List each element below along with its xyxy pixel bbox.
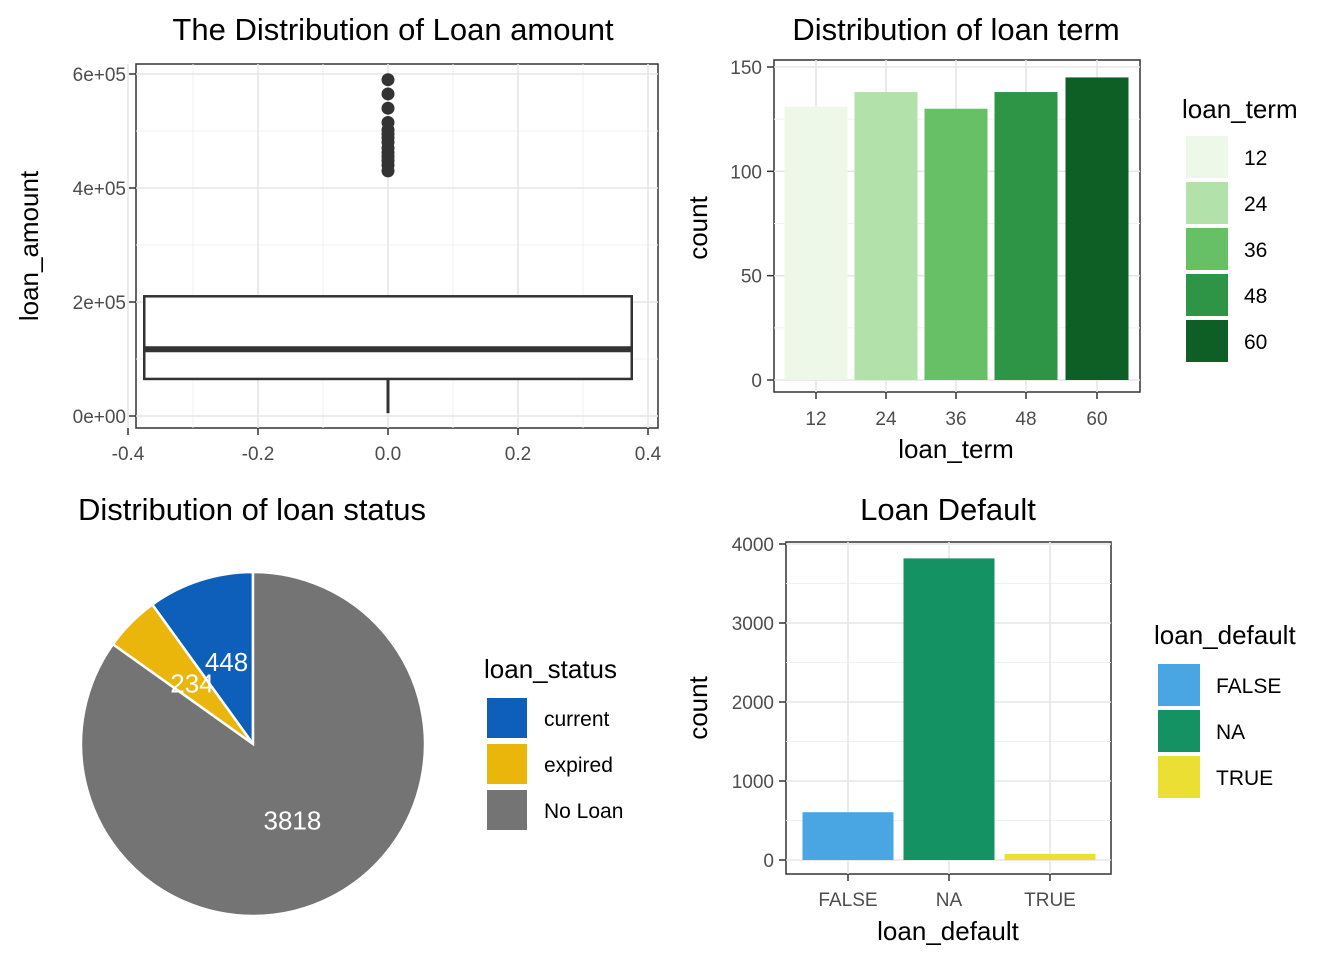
bar-loan-term-48 [994,92,1058,380]
loan-default-legend-title: loan_default [1154,620,1296,650]
loan-term-title: Distribution of loan term [792,12,1119,47]
x-tick-label: 0.4 [635,444,662,465]
legend-label-24: 24 [1244,193,1268,216]
outlier-point [381,87,395,101]
legend-key-36 [1186,228,1228,270]
legend-label-36: 36 [1244,239,1267,262]
pie-slice-current [150,570,255,748]
legend-key-24 [1186,182,1228,224]
legend-key-na [1158,710,1200,752]
loan-default-bars [802,558,1096,860]
loan-default-x-ticks: FALSE NA TRUE [818,874,1076,911]
y-tick-label: 0 [751,371,762,392]
x-tick-label: FALSE [818,890,877,911]
legend-label-false: FALSE [1216,675,1281,698]
bar-loan-default-false [802,812,894,860]
legend-label-60: 60 [1244,331,1267,354]
y-tick-label: 150 [730,58,762,79]
y-tick-label: 4e+05 [73,179,126,200]
legend-key-current [487,698,527,738]
loan-term-x-axis-label: loan_term [898,434,1014,464]
x-tick-label: 48 [1015,409,1036,430]
x-tick-label: 12 [805,409,826,430]
y-tick-label: 2000 [732,693,774,714]
y-tick-label: 4000 [732,535,774,556]
y-tick-label: 6e+05 [73,65,126,86]
legend-label-na: NA [1216,721,1245,744]
loan-term-bar-panel: Distribution of loan term 0 50 100 150 12 24… [683,12,1298,464]
loan-amount-y-ticks: 0e+00 2e+05 4e+05 6e+05 [73,65,136,428]
y-tick-label: 1000 [732,772,774,793]
legend-key-60 [1186,320,1228,362]
bar-loan-term-24 [854,92,918,380]
legend-key-12 [1186,136,1228,178]
loan-term-legend-title: loan_term [1182,94,1298,124]
x-tick-label: NA [936,890,963,911]
legend-label-expired: expired [544,754,613,777]
pie-data-label: 3818 [263,805,321,835]
outlier-point [381,101,395,115]
legend-label-12: 12 [1244,147,1267,170]
y-tick-label: 50 [741,267,762,288]
bar-loan-term-12 [784,106,848,380]
legend-label-48: 48 [1244,285,1267,308]
y-tick-label: 2e+05 [73,293,126,314]
x-tick-label: 24 [875,409,897,430]
bar-loan-term-36 [924,108,988,380]
outlier-point [381,115,395,129]
legend-key-no-loan [487,790,527,830]
interquartile-box [143,295,633,381]
legend-label-current: current [544,708,610,731]
loan-term-y-axis-label: count [683,195,713,259]
loan-term-y-ticks: 0 50 100 150 [730,58,774,392]
pie-slice-no-loan [79,570,427,918]
loan-amount-boxplot-panel: The Distribution of Loan amount 0e+00 2e+… [14,12,662,465]
loan-amount-title: The Distribution of Loan amount [172,12,614,47]
loan-status-legend-title: loan_status [484,654,617,684]
loan-status-legend: current expired No Loan [487,698,623,830]
bar-loan-default-na [903,558,995,860]
y-tick-label: 0 [763,851,774,872]
x-tick-label: 60 [1086,409,1107,430]
loan-status-pie [79,570,427,918]
loan-default-title: Loan Default [860,492,1036,527]
x-tick-label: TRUE [1024,890,1076,911]
loan-status-title: Distribution of loan status [78,492,426,527]
y-tick-label: 0e+00 [73,407,126,428]
outlier-point [381,73,395,87]
legend-label-no-loan: No Loan [544,800,623,823]
loan-default-y-ticks: 0 1000 2000 3000 4000 [732,535,786,872]
legend-label-true: TRUE [1216,767,1273,790]
loan-amount-outliers [381,73,395,178]
loan-amount-x-ticks: -0.4 -0.2 0.0 0.2 0.4 [112,428,662,465]
x-tick-label: -0.2 [242,444,275,465]
legend-key-true [1158,756,1200,798]
x-tick-label: 36 [945,409,966,430]
pie-data-label: 234 [170,668,213,698]
y-tick-label: 100 [730,162,762,183]
loan-default-legend: FALSE NA TRUE [1158,664,1281,798]
loan-default-x-axis-label: loan_default [877,916,1019,946]
x-tick-label: 0.0 [375,444,401,465]
x-tick-label: 0.2 [505,444,531,465]
loan-default-y-axis-label: count [683,675,713,739]
legend-key-expired [487,744,527,784]
loan-term-x-ticks: 12 24 36 48 60 [805,392,1108,430]
loan-amount-y-axis-label: loan_amount [14,170,44,321]
x-tick-label: -0.4 [112,444,145,465]
loan-term-bars [784,77,1129,380]
pie-data-label: 448 [205,647,248,677]
y-tick-label: 3000 [732,614,774,635]
loan-default-bar-panel: Loan Default 0 1000 2000 3000 4000 FALSE NA TR… [683,492,1296,946]
loan-term-legend: 12 24 36 48 60 [1186,136,1268,362]
bar-loan-default-true [1004,853,1096,860]
loan-amount-box [143,295,633,414]
bar-loan-term-60 [1065,77,1129,380]
legend-key-false [1158,664,1200,706]
legend-key-48 [1186,274,1228,316]
